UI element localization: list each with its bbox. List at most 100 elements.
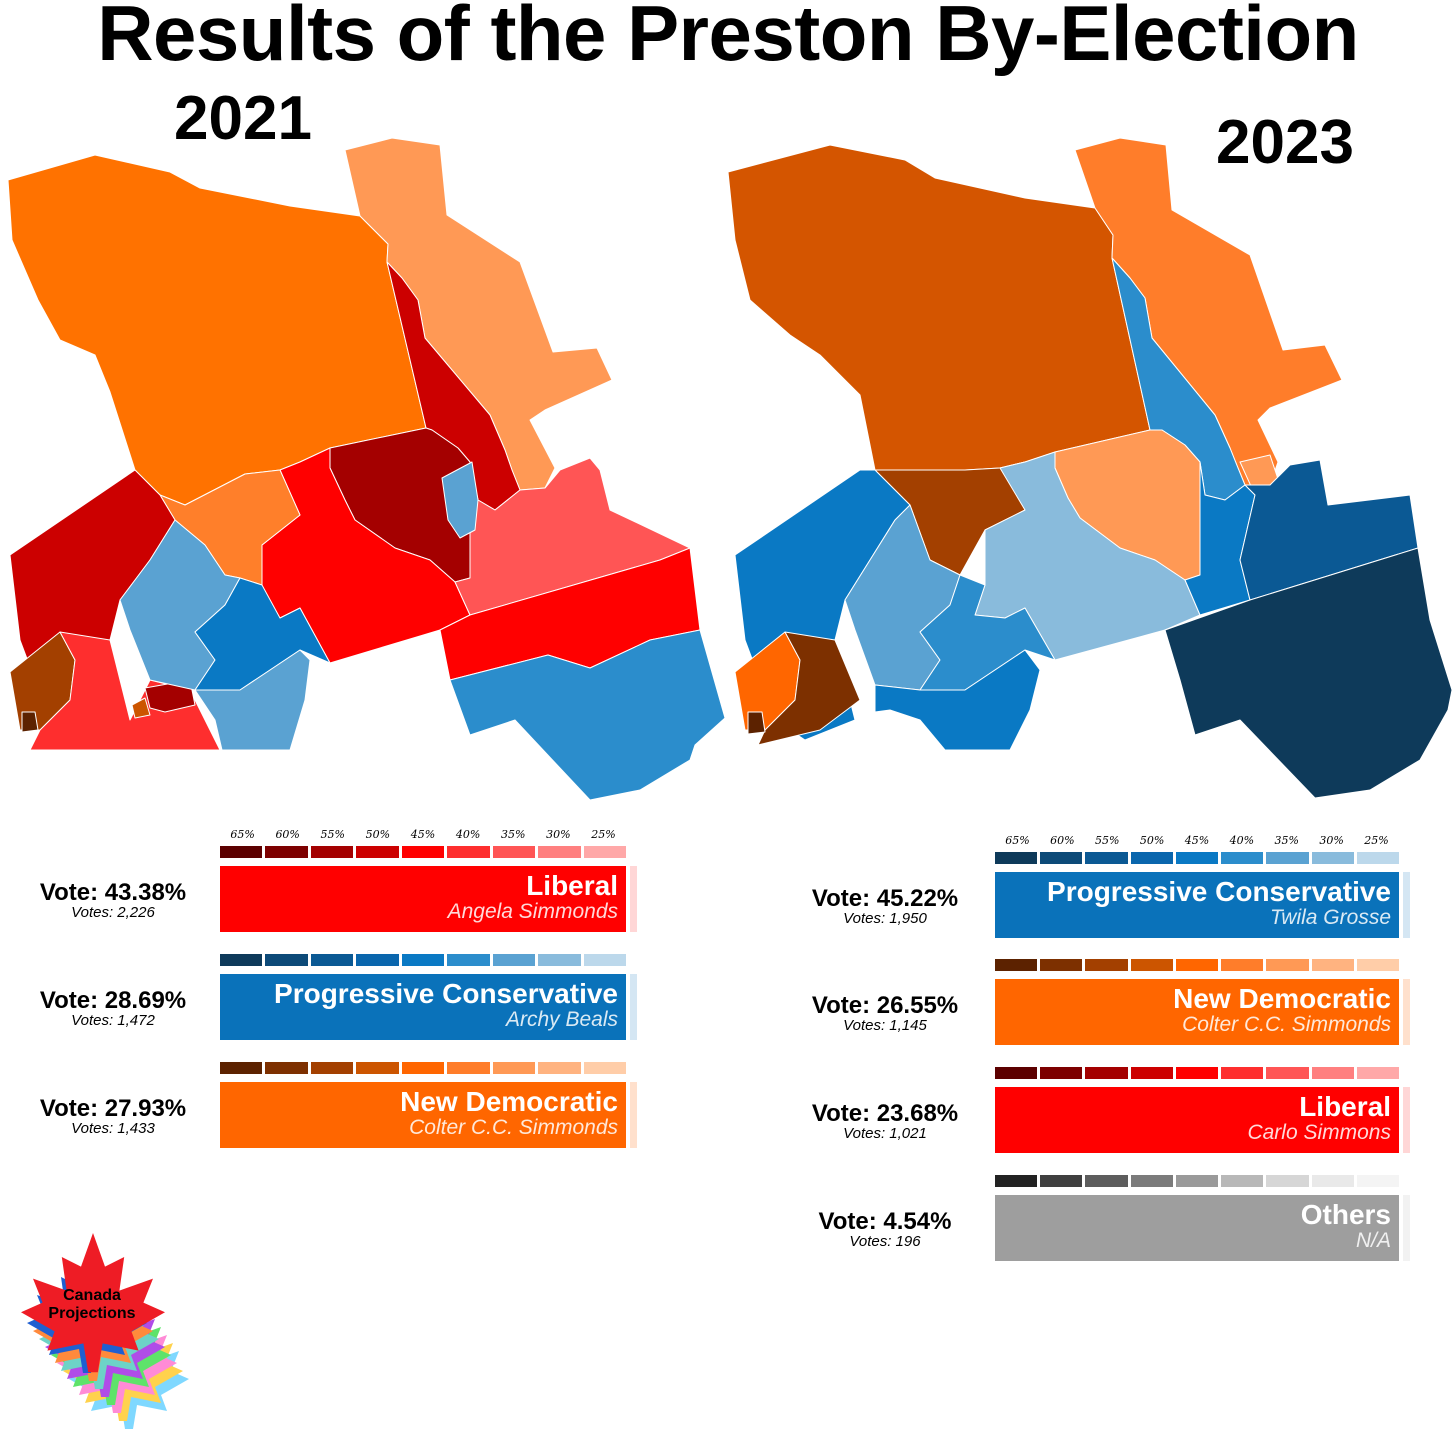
region-2023-southeast-navy (1164, 547, 1453, 799)
color-swatch (356, 1062, 399, 1074)
vote-count: Votes: 2,226 (71, 904, 155, 921)
share-strip (630, 974, 637, 1040)
party-bar-2021-pc: Progressive Conservative Archy Beals (220, 974, 626, 1040)
candidate-name: Carlo Simmons (1247, 1121, 1391, 1145)
color-swatch (265, 954, 308, 966)
canada-projections-logo (21, 1233, 189, 1429)
party-bar-2023-ndp: New Democratic Colter C.C. Simmonds (995, 979, 1399, 1045)
color-swatch (401, 846, 445, 858)
color-swatch (1085, 1067, 1128, 1079)
vote-percent: Vote: 28.69% (39, 987, 187, 1014)
color-swatch (583, 954, 626, 966)
color-swatch (1356, 852, 1399, 864)
color-swatch (1085, 852, 1128, 864)
color-swatch (1130, 959, 1173, 971)
swatch-row-2021-ndp (220, 1062, 626, 1074)
region-2021-east-light (454, 457, 691, 616)
color-swatch (995, 852, 1038, 864)
color-swatch (538, 1062, 581, 1074)
color-swatch (1040, 959, 1083, 971)
color-swatch (1221, 959, 1264, 971)
scale-label: 55% (1094, 834, 1120, 847)
color-swatch (401, 954, 445, 966)
color-swatch (1175, 852, 1219, 864)
scale-label: 60% (1050, 834, 1075, 847)
scale-label: 35% (500, 828, 526, 841)
scale-label: 35% (1274, 834, 1299, 847)
color-swatch (1311, 1067, 1354, 1079)
color-swatch (220, 1062, 263, 1074)
region-2021-southwest-red (29, 631, 221, 751)
color-swatch (1085, 959, 1128, 971)
scale-label: 25% (591, 828, 616, 841)
region-2021-tip (21, 711, 39, 733)
color-swatch (1356, 1067, 1399, 1079)
color-swatch (1175, 959, 1219, 971)
color-swatch (1221, 852, 1264, 864)
map-year-2023: 2023 (1216, 108, 1354, 177)
scale-label: 45% (410, 828, 436, 841)
share-strip (630, 1082, 637, 1148)
color-swatch (1311, 959, 1354, 971)
party-name: New Democratic (1173, 983, 1391, 1014)
color-swatch (583, 1062, 626, 1074)
candidate-name: Colter C.C. Simmonds (1182, 1013, 1391, 1037)
region-2021-south-lightblue (194, 649, 311, 751)
swatch-row-2023-ndp (995, 959, 1399, 971)
color-swatch (1266, 852, 1309, 864)
scale-label: 30% (1319, 834, 1344, 847)
candidate-name: Angela Simmonds (447, 900, 618, 924)
swatch-row-2023-pc (995, 852, 1399, 864)
region-2021-southeast-blue (449, 629, 726, 801)
region-2021-small-orange (131, 697, 151, 719)
region-2023-south-blue (874, 649, 1041, 751)
scale-label: 45% (1184, 834, 1210, 847)
color-swatch (492, 846, 536, 858)
party-name: Liberal (526, 870, 618, 901)
share-strip (1403, 979, 1410, 1045)
swatch-row-2023-liberal (995, 1067, 1399, 1079)
color-swatch (1266, 959, 1309, 971)
color-swatch (356, 846, 399, 858)
scale-label: 60% (275, 828, 300, 841)
color-swatch (538, 846, 581, 858)
color-swatch (995, 1175, 1038, 1187)
candidate-name: Colter C.C. Simmonds (409, 1116, 618, 1140)
color-swatch (583, 846, 626, 858)
color-swatch (447, 1062, 490, 1074)
scale-labels-2021: 65% 60% 55% 50% 45% 40% 35% 30% 25% (220, 828, 626, 841)
party-name: Liberal (1299, 1091, 1391, 1122)
color-swatch (447, 954, 490, 966)
color-swatch (310, 846, 354, 858)
scale-label: 25% (1364, 834, 1389, 847)
vote-count: Votes: 196 (849, 1233, 921, 1250)
share-strip (1403, 1195, 1410, 1261)
color-swatch (401, 1062, 445, 1074)
scale-labels-2023: 65% 60% 55% 50% 45% 40% 35% 30% 25% (995, 834, 1399, 847)
page-title: Results of the Preston By-Election (97, 0, 1359, 77)
region-2023-southwest-brown (757, 631, 861, 746)
color-swatch (1311, 852, 1354, 864)
vote-percent: Vote: 27.93% (39, 1095, 187, 1122)
color-swatch (1040, 1175, 1083, 1187)
party-bar-2023-others: Others N/A (995, 1195, 1399, 1261)
color-swatch (1130, 1067, 1173, 1079)
region-2023-east-navy (1239, 459, 1419, 601)
color-swatch (1175, 1067, 1219, 1079)
candidate-name: Archy Beals (505, 1008, 618, 1032)
color-swatch (1130, 852, 1173, 864)
party-name: Progressive Conservative (274, 978, 618, 1009)
vote-percent: Vote: 45.22% (811, 885, 959, 912)
map-year-2021: 2021 (174, 84, 312, 153)
vote-count: Votes: 1,472 (71, 1012, 155, 1029)
vote-count: Votes: 1,145 (843, 1017, 927, 1034)
color-swatch (447, 846, 490, 858)
color-swatch (1266, 1067, 1309, 1079)
party-bar-2023-pc: Progressive Conservative Twila Grosse (995, 872, 1399, 938)
color-swatch (1085, 1175, 1128, 1187)
scale-label: 50% (1139, 834, 1165, 847)
color-swatch (1040, 852, 1083, 864)
leaf-stack (21, 1233, 189, 1429)
